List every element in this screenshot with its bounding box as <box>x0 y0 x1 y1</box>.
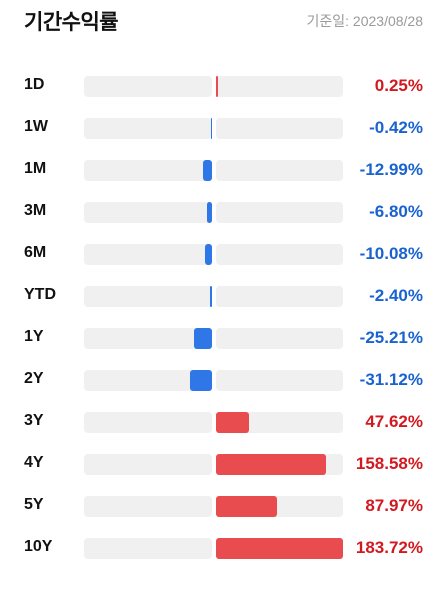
period-label: 4Y <box>24 454 44 471</box>
period-label: 2Y <box>24 370 44 387</box>
positive-track <box>216 454 343 475</box>
positive-return-bar <box>216 496 277 517</box>
period-label: 1W <box>24 118 48 135</box>
return-value: 87.97% <box>365 496 423 515</box>
period-label: 1D <box>24 76 45 93</box>
return-value: -10.08% <box>359 244 423 263</box>
return-row: 2Y -31.12% <box>0 359 433 401</box>
return-value: 47.62% <box>365 412 423 431</box>
return-row: 1M -12.99% <box>0 149 433 191</box>
negative-track <box>84 286 212 307</box>
positive-return-bar <box>216 454 326 475</box>
return-row: 1Y -25.21% <box>0 317 433 359</box>
positive-track <box>216 76 343 97</box>
return-row: 1D 0.25% <box>0 65 433 107</box>
negative-track <box>84 454 212 475</box>
period-label: 10Y <box>24 538 53 555</box>
page-title: 기간수익률 <box>24 10 119 34</box>
return-row: 10Y 183.72% <box>0 527 433 569</box>
negative-return-bar <box>210 118 212 139</box>
negative-return-bar <box>204 244 212 265</box>
return-row: 1W -0.42% <box>0 107 433 149</box>
period-label: 1Y <box>24 328 44 345</box>
as-of-date: 기준일: 2023/08/28 <box>306 13 424 29</box>
positive-track <box>216 286 343 307</box>
return-value: -0.42% <box>369 118 423 137</box>
negative-track <box>84 160 212 181</box>
return-value: 0.25% <box>374 76 423 95</box>
negative-track <box>84 76 212 97</box>
negative-track <box>84 538 212 559</box>
positive-track <box>216 244 343 265</box>
return-value: 158.58% <box>355 454 423 473</box>
period-label: YTD <box>24 286 56 303</box>
return-row: 4Y 158.58% <box>0 443 433 485</box>
period-label: 3M <box>24 202 47 219</box>
negative-track <box>84 370 212 391</box>
positive-track <box>216 496 343 517</box>
positive-track <box>216 202 343 223</box>
negative-track <box>84 118 212 139</box>
return-value: -2.40% <box>369 286 423 305</box>
negative-track <box>84 202 212 223</box>
negative-return-bar <box>194 328 212 349</box>
return-value: -6.80% <box>369 202 423 221</box>
period-label: 1M <box>24 160 47 177</box>
return-row: 5Y 87.97% <box>0 485 433 527</box>
positive-return-bar <box>216 538 343 559</box>
positive-track <box>216 160 343 181</box>
negative-return-bar <box>190 370 212 391</box>
period-label: 3Y <box>24 412 44 429</box>
return-row: 6M -10.08% <box>0 233 433 275</box>
negative-track <box>84 412 212 433</box>
negative-track <box>84 496 212 517</box>
negative-return-bar <box>207 202 212 223</box>
returns-chart: 1D 0.25% 1W -0.42% 1M -12.99% 3M -6.80% 6M -10.08… <box>0 65 433 569</box>
negative-return-bar <box>210 286 212 307</box>
positive-track <box>216 370 343 391</box>
positive-return-bar <box>216 76 218 97</box>
positive-track <box>216 118 343 139</box>
return-value: -31.12% <box>359 370 423 389</box>
positive-return-bar <box>216 412 249 433</box>
period-label: 5Y <box>24 496 44 513</box>
return-value: -12.99% <box>359 160 423 179</box>
negative-track <box>84 244 212 265</box>
period-label: 6M <box>24 244 47 261</box>
negative-return-bar <box>202 160 212 181</box>
return-row: 3Y 47.62% <box>0 401 433 443</box>
return-value: -25.21% <box>359 328 423 347</box>
return-row: 3M -6.80% <box>0 191 433 233</box>
return-value: 183.72% <box>355 538 423 557</box>
positive-track <box>216 538 343 559</box>
negative-track <box>84 328 212 349</box>
return-row: YTD -2.40% <box>0 275 433 317</box>
positive-track <box>216 328 343 349</box>
positive-track <box>216 412 343 433</box>
header: 기간수익률 기준일: 2023/08/28 <box>24 6 423 36</box>
